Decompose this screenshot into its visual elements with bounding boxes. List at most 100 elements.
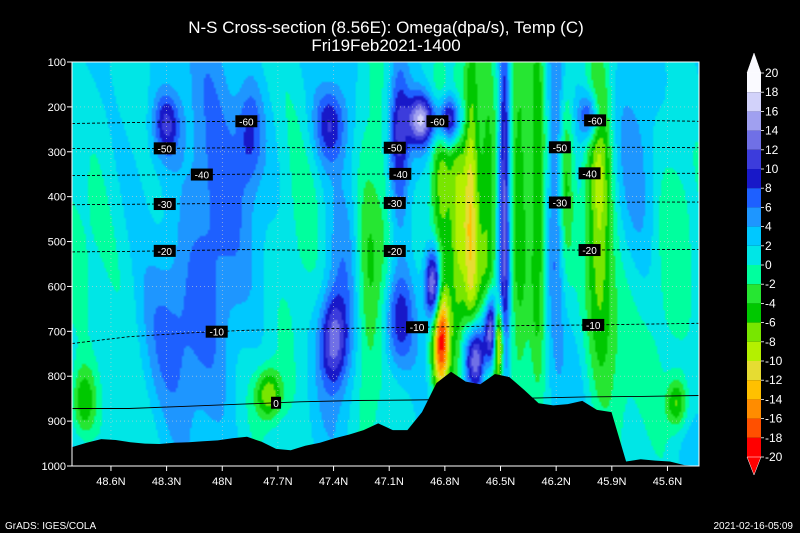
- x-tick-label: 46.2N: [541, 476, 570, 488]
- colorbar-segment: [747, 130, 761, 150]
- isotherm-label-text: -20: [158, 247, 173, 258]
- footer-right: 2021-02-16-05:09: [713, 521, 793, 532]
- isotherm-label-text: -50: [158, 144, 173, 155]
- x-tick-label: 48.3N: [152, 476, 181, 488]
- isotherm-label: -20: [153, 244, 176, 258]
- colorbar-top-arrow: [746, 52, 762, 74]
- isotherm-label-text: -30: [553, 199, 568, 210]
- isotherm-label-text: -60: [588, 116, 603, 127]
- colorbar-tick-label: 4: [765, 220, 772, 234]
- colorbar-segment: [747, 341, 761, 361]
- isotherm-label: -60: [584, 114, 607, 127]
- colorbar-tick-label: 14: [765, 124, 779, 138]
- x-tick-label: 47.4N: [319, 476, 348, 488]
- isotherm-label: 0: [271, 396, 282, 410]
- colorbar-tick-label: 2: [765, 239, 772, 253]
- colorbar-segment: [747, 149, 761, 169]
- colorbar-tick-label: 20: [765, 66, 779, 80]
- isotherm-label-text: -30: [158, 200, 173, 211]
- isotherm-label-text: -30: [388, 199, 403, 210]
- colorbar-tick-label: -14: [765, 392, 783, 406]
- y-tick-label: 600: [48, 281, 66, 293]
- colorbar-tick-label: -12: [765, 373, 783, 387]
- isotherm--50: [72, 146, 699, 150]
- isotherm-label-text: -40: [393, 170, 408, 181]
- isotherm-label: -30: [548, 196, 571, 210]
- colorbar-segment: [747, 188, 761, 208]
- colorbar-segment: [747, 399, 761, 419]
- isotherm-label: -60: [235, 115, 258, 128]
- colorbar-segment: [747, 111, 761, 131]
- colorbar-segment: [747, 361, 761, 381]
- colorbar-segment: [747, 92, 761, 112]
- isotherm-label: -50: [383, 141, 406, 155]
- colorbar-tick-label: -10: [765, 354, 783, 368]
- colorbar-tick-label: 8: [765, 181, 772, 195]
- y-tick-label: 500: [48, 237, 66, 249]
- isotherm-label-text: -60: [430, 117, 445, 128]
- y-tick-label: 400: [48, 192, 66, 204]
- isotherm-label-text: -40: [195, 171, 210, 182]
- isotherm-label-text: -10: [209, 328, 224, 339]
- colorbar: 20181614121086420-2-4-6-8-10-12-14-16-18…: [746, 52, 783, 476]
- isotherm-label: -10: [406, 321, 429, 334]
- x-tick-label: 45.9N: [597, 476, 626, 488]
- colorbar-segment: [747, 265, 761, 285]
- colorbar-segment: [747, 245, 761, 265]
- isotherm-label: -10: [205, 325, 228, 339]
- isotherm-label: -40: [389, 167, 412, 181]
- isotherm-0: [72, 395, 699, 409]
- y-tick-label: 300: [48, 147, 66, 159]
- isotherm-label: -40: [578, 167, 601, 180]
- isotherm-label: -50: [548, 141, 571, 154]
- x-tick-label: 46.5N: [486, 476, 515, 488]
- chart-subtitle: Fri19Feb2021-1400: [311, 36, 460, 55]
- isotherm-label-text: -20: [582, 246, 597, 257]
- colorbar-segment: [747, 284, 761, 304]
- isotherm-label: -60: [426, 115, 449, 128]
- isotherm-label-text: -10: [410, 323, 425, 334]
- temperature-contour-labels: -60 -60 -60 -50 -50 -50 -40 -40 -40 -30 -30 -30 -20 -…: [153, 114, 607, 410]
- colorbar-segment: [747, 418, 761, 438]
- isotherm-label: -10: [582, 318, 605, 332]
- isotherm-label-text: -40: [582, 169, 597, 180]
- isotherm-label-text: -50: [553, 143, 568, 154]
- colorbar-tick-label: 10: [765, 162, 779, 176]
- terrain-surface: [72, 371, 699, 466]
- colorbar-segment: [747, 169, 761, 189]
- x-tick-label: 48N: [212, 476, 232, 488]
- colorbar-tick-label: -20: [765, 450, 783, 464]
- y-tick-label: 700: [48, 326, 66, 338]
- colorbar-segment: [747, 380, 761, 400]
- x-tick-label: 46.8N: [430, 476, 459, 488]
- isotherm-label: -30: [383, 196, 406, 210]
- colorbar-segment: [747, 437, 761, 457]
- chart-title: N-S Cross-section (8.56E): Omega(dpa/s),…: [188, 18, 584, 37]
- isotherm-label: -30: [153, 198, 176, 211]
- y-tick-label: 1000: [42, 461, 66, 473]
- isotherm-label-text: -20: [388, 247, 403, 258]
- isotherm-label: -20: [383, 244, 406, 258]
- colorbar-tick-label: -2: [765, 277, 776, 291]
- y-tick-label: 200: [48, 102, 66, 114]
- colorbar-tick-label: 18: [765, 85, 779, 99]
- colorbar-tick-label: 16: [765, 104, 779, 118]
- colorbar-tick-label: 12: [765, 143, 779, 157]
- colorbar-segment: [747, 207, 761, 227]
- isotherm-label-text: -60: [239, 117, 254, 128]
- y-tick-label: 800: [48, 371, 66, 383]
- colorbar-tick-label: 6: [765, 200, 772, 214]
- colorbar-segment: [747, 73, 761, 93]
- isotherm-label: -50: [153, 142, 176, 155]
- isotherm-label-text: 0: [273, 399, 279, 410]
- colorbar-bottom-arrow: [746, 456, 762, 476]
- plot-frame: [71, 61, 700, 467]
- footer-left: GrADS: IGES/COLA: [5, 521, 96, 532]
- x-tick-label: 45.6N: [653, 476, 682, 488]
- y-tick-label: 900: [48, 416, 66, 428]
- isotherm-label-text: -50: [388, 144, 403, 155]
- colorbar-segment: [747, 322, 761, 342]
- isotherm-label: -40: [190, 168, 213, 182]
- y-tick-label: 100: [48, 57, 66, 69]
